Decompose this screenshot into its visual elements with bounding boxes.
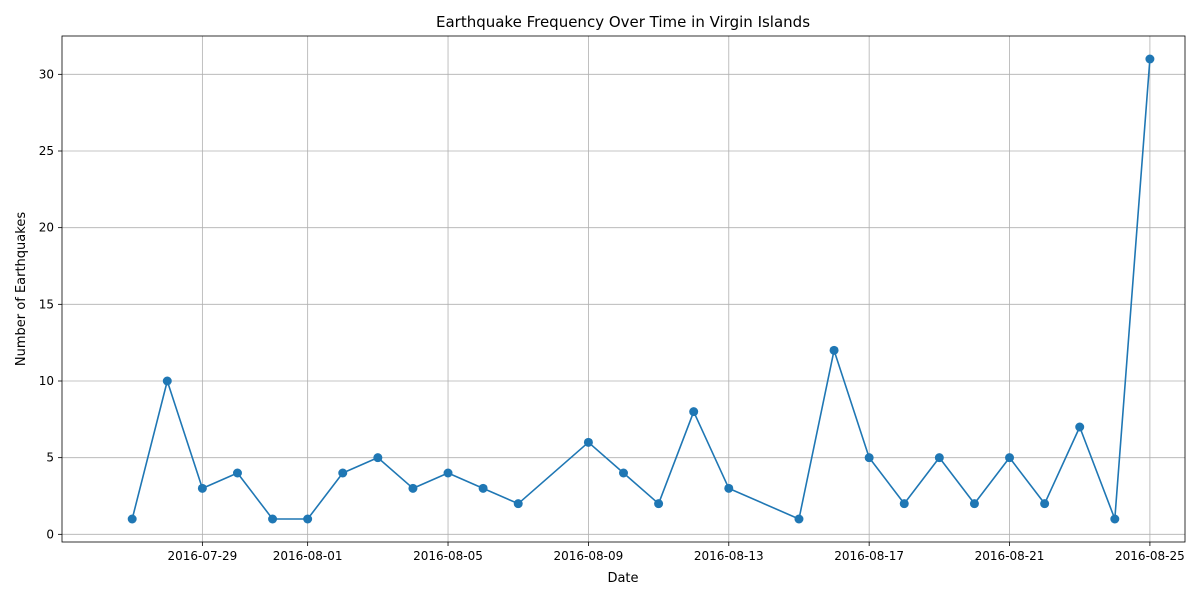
data-point[interactable] bbox=[689, 407, 699, 417]
data-point[interactable] bbox=[899, 499, 909, 509]
x-tick-label: 2016-08-25 bbox=[1115, 549, 1185, 563]
x-tick-label: 2016-08-09 bbox=[554, 549, 624, 563]
data-point[interactable] bbox=[232, 468, 242, 478]
data-point[interactable] bbox=[197, 483, 207, 493]
data-point[interactable] bbox=[1075, 422, 1085, 432]
series-line-group bbox=[127, 54, 1155, 524]
data-point[interactable] bbox=[1040, 499, 1050, 509]
data-point[interactable] bbox=[654, 499, 664, 509]
data-point[interactable] bbox=[408, 483, 418, 493]
data-point[interactable] bbox=[162, 376, 172, 386]
y-tick-label: 5 bbox=[46, 451, 54, 465]
data-point[interactable] bbox=[829, 345, 839, 355]
y-axis-label: Number of Earthquakes bbox=[14, 212, 29, 366]
data-point[interactable] bbox=[373, 453, 383, 463]
x-axis-label: Date bbox=[607, 571, 638, 586]
y-tick-label: 20 bbox=[39, 221, 54, 235]
series-line bbox=[131, 58, 1151, 520]
grid-lines bbox=[62, 36, 1185, 542]
axis-ticks: 2016-07-29 2016-08-01 2016-08-05 2016-08-09… bbox=[39, 67, 1185, 563]
y-tick-label: 25 bbox=[39, 144, 54, 158]
y-tick-label: 30 bbox=[39, 67, 54, 81]
data-point[interactable] bbox=[794, 514, 804, 524]
data-point[interactable] bbox=[268, 514, 278, 524]
data-point[interactable] bbox=[478, 483, 488, 493]
data-point[interactable] bbox=[864, 453, 874, 463]
data-point[interactable] bbox=[969, 499, 979, 509]
y-tick-label: 0 bbox=[46, 527, 54, 541]
x-tick-label: 2016-08-21 bbox=[975, 549, 1045, 563]
data-point[interactable] bbox=[1005, 453, 1015, 463]
data-point[interactable] bbox=[513, 499, 523, 509]
chart-title: Earthquake Frequency Over Time in Virgin… bbox=[436, 13, 810, 31]
data-point[interactable] bbox=[583, 437, 593, 447]
x-tick-label: 2016-08-13 bbox=[694, 549, 764, 563]
data-point[interactable] bbox=[724, 483, 734, 493]
data-point[interactable] bbox=[303, 514, 313, 524]
x-tick-label: 2016-08-17 bbox=[834, 549, 904, 563]
data-point[interactable] bbox=[127, 514, 137, 524]
plot-frame bbox=[61, 35, 1186, 543]
x-tick-label: 2016-08-01 bbox=[273, 549, 343, 563]
data-point[interactable] bbox=[443, 468, 453, 478]
data-point[interactable] bbox=[619, 468, 628, 478]
x-tick-label: 2016-07-29 bbox=[168, 549, 238, 563]
data-point[interactable] bbox=[1110, 514, 1120, 524]
x-tick-label: 2016-08-05 bbox=[413, 549, 483, 563]
y-tick-label: 10 bbox=[39, 374, 54, 388]
data-point[interactable] bbox=[338, 468, 348, 478]
data-point[interactable] bbox=[1145, 54, 1155, 64]
y-tick-label: 15 bbox=[39, 297, 54, 311]
data-point[interactable] bbox=[934, 453, 944, 463]
